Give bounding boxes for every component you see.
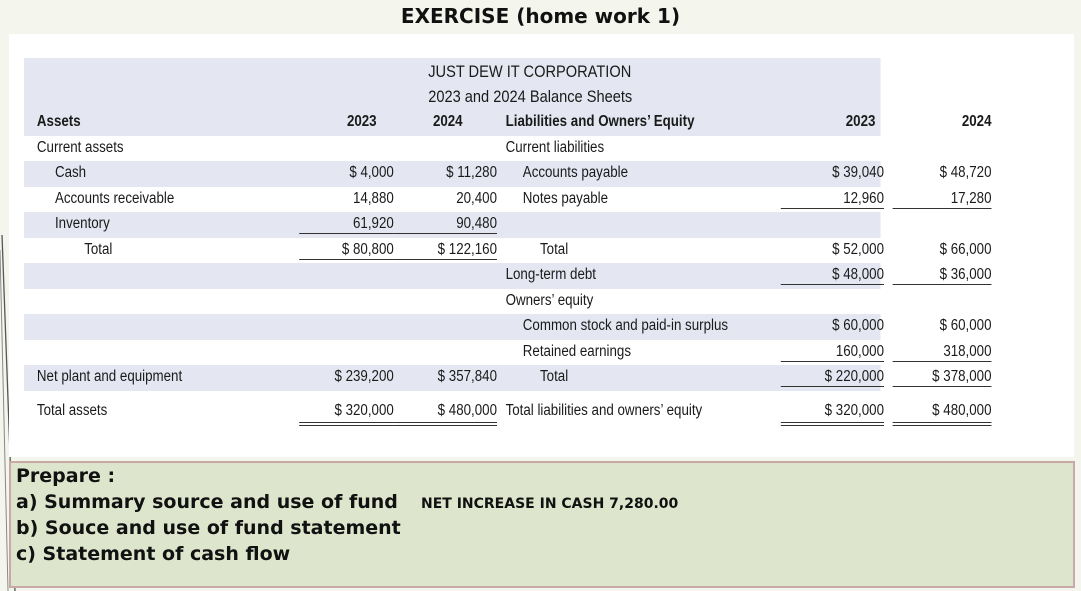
row-label: Cash: [54, 164, 87, 181]
balance-sheet-table: JUST DEW IT CORPORATION 2023 and 2024 Ba…: [24, 58, 992, 426]
table-row: Assets 2023 2024 Liabilities and Owners’…: [24, 110, 992, 136]
year-header: 2023: [845, 113, 876, 130]
row-spacer: [24, 391, 881, 399]
table-row: Retained earnings 160,000 318,000: [24, 340, 992, 366]
value: $ 66,000: [939, 240, 992, 258]
table-row: Inventory 61,920 90,480: [24, 212, 881, 238]
row-label: Total assets: [36, 401, 108, 419]
value: $ 60,000: [832, 317, 884, 334]
company-name: JUST DEW IT CORPORATION 2023 and 2024 Ba…: [428, 59, 633, 109]
value: 318,000: [892, 343, 992, 362]
row-label: Accounts receivable: [54, 189, 175, 207]
value: $ 239,200: [334, 368, 394, 385]
value: $ 220,000: [780, 368, 884, 387]
table-row: Common stock and paid-in surplus $ 60,00…: [24, 314, 992, 340]
current-assets-label: Current assets: [36, 138, 124, 156]
value: $ 80,800: [299, 241, 394, 260]
table-row: JUST DEW IT CORPORATION 2023 and 2024 Ba…: [24, 58, 881, 110]
row-label: Total: [84, 240, 113, 258]
row-label: Notes payable: [522, 189, 609, 207]
value: $ 480,000: [892, 402, 992, 426]
row-label: Long-term debt: [505, 266, 597, 283]
table-row: Current assets Current liabilities: [24, 136, 881, 162]
table-row: Owners’ equity: [24, 289, 881, 315]
value: $ 11,280: [446, 164, 497, 181]
assets-header: Assets: [36, 113, 81, 130]
prepare-item: c) Statement of cash flow: [16, 543, 291, 565]
balance-sheet-panel: JUST DEW IT CORPORATION 2023 and 2024 Ba…: [9, 34, 1074, 457]
sheet-subtitle: 2023 and 2024 Balance Sheets: [428, 87, 633, 106]
current-liabilities-label: Current liabilities: [505, 138, 605, 156]
year-header: 2024: [961, 113, 992, 130]
value: $ 52,000: [832, 240, 884, 258]
value: 160,000: [780, 343, 884, 362]
row-label: Total: [540, 368, 569, 385]
value: $ 60,000: [939, 317, 992, 334]
value: $ 357,840: [437, 368, 497, 385]
value: $ 320,000: [780, 402, 884, 426]
owners-equity-label: Owners’ equity: [505, 291, 594, 309]
prepare-box: Prepare : a) Summary source and use of f…: [9, 461, 1075, 588]
prepare-instructions: Prepare : a) Summary source and use of f…: [16, 463, 401, 567]
row-label: Inventory: [54, 215, 110, 232]
table-row: Total assets $ 320,000 $ 480,000 Total l…: [24, 399, 992, 426]
table-row: Total $ 80,800 $ 122,160 Total $ 52,000 …: [24, 238, 992, 264]
year-header: 2024: [432, 113, 463, 130]
value: $ 122,160: [393, 241, 497, 260]
row-label: Common stock and paid-in surplus: [522, 317, 729, 334]
liabilities-header: Liabilities and Owners’ Equity: [505, 113, 695, 130]
value: 17,280: [892, 190, 992, 209]
row-label: Net plant and equipment: [36, 368, 183, 385]
slide-title: EXERCISE (home work 1): [400, 4, 681, 28]
table-row: Accounts receivable 14,880 20,400 Notes …: [24, 187, 992, 213]
prepare-item: a) Summary source and use of fund: [16, 491, 398, 513]
value: 61,920: [299, 215, 394, 234]
row-label: Accounts payable: [522, 164, 629, 181]
net-increase-cash: NET INCREASE IN CASH 7,280.00: [421, 496, 679, 512]
value: $ 4,000: [349, 164, 394, 181]
row-label: Total liabilities and owners’ equity: [505, 401, 703, 419]
value: $ 39,040: [832, 164, 884, 181]
value: 20,400: [456, 189, 497, 207]
value: $ 378,000: [892, 368, 992, 387]
table-row: Net plant and equipment $ 239,200 $ 357,…: [24, 365, 992, 391]
value: $ 480,000: [393, 402, 497, 426]
value: 12,960: [780, 190, 884, 209]
row-label: Retained earnings: [522, 342, 631, 360]
table-row: Cash $ 4,000 $ 11,280 Accounts payable $…: [24, 161, 992, 187]
value: $ 48,000: [780, 266, 884, 285]
prepare-item: b) Souce and use of fund statement: [16, 517, 401, 539]
year-header: 2023: [346, 113, 377, 130]
value: $ 320,000: [299, 402, 394, 426]
value: 90,480: [393, 215, 497, 234]
value: $ 36,000: [892, 266, 992, 285]
value: $ 48,720: [939, 164, 992, 181]
table-row: Long-term debt $ 48,000 $ 36,000: [24, 263, 992, 289]
row-label: Total: [540, 240, 569, 258]
prepare-heading: Prepare :: [16, 465, 116, 487]
value: 14,880: [353, 189, 394, 207]
